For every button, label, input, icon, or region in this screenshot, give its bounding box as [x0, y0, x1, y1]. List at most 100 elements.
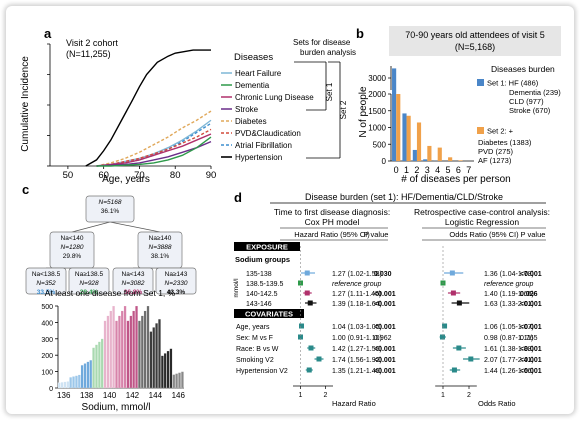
hr-p: <0.001 [374, 357, 396, 364]
exposure-label: EXPOSURE [246, 243, 288, 252]
x-tick-label: 60 [98, 170, 109, 181]
x-tick-label: 6 [456, 165, 461, 175]
tree-node [112, 267, 154, 295]
hist-bar [126, 320, 130, 389]
forest-axes: 1 2 1 2 [293, 246, 477, 399]
hist-bar [178, 372, 181, 389]
or-header: Odds Ratio (95% CI) [449, 230, 519, 239]
bar [412, 149, 417, 161]
hr-text: 1.27 (1.02-1.58) [332, 271, 382, 278]
hr-axis-label: Hazard Ratio [332, 399, 376, 408]
y-tick-label: 2000 [368, 90, 386, 99]
hist-bar [80, 365, 84, 389]
legend-set1-item: Dementia (239) [509, 88, 561, 97]
hist-bar [163, 353, 167, 389]
legend-label: Chronic Lung Disease [235, 93, 314, 102]
bar [392, 68, 397, 161]
hist-bar [63, 381, 67, 389]
exposure-header [234, 242, 300, 251]
or-text: 1.40 (1.19-1.66) [484, 291, 534, 298]
cohort-label: Visit 2 cohort [66, 38, 118, 48]
legend-set1-items: Dementia (239)CLD (977)Stroke (670) [509, 88, 561, 115]
bar [423, 159, 428, 161]
tree-node [85, 195, 135, 223]
hist-bar [89, 360, 93, 389]
set2-bracket-label: Set 2 [339, 100, 348, 119]
hist-bar [152, 327, 156, 389]
y-tick-label: 1500 [368, 107, 386, 116]
or-p: <0.001 [520, 301, 542, 308]
panel-label-b: b [356, 26, 364, 41]
hist-bar [72, 376, 75, 389]
or-text: 1.61 (1.38-1.88) [484, 346, 534, 353]
legend-set2-items: Diabetes (1383)PVD (275)AF (1273) [478, 138, 532, 165]
hr-point [307, 300, 313, 306]
hist-bar [132, 310, 136, 389]
tree-node-n: N=2330 [165, 280, 188, 287]
tree-node-pct: 43.3% [167, 289, 186, 296]
row-label: Race: B vs W [236, 346, 279, 353]
set1-bracket-label: Set 1 [325, 82, 334, 101]
hist-bar [77, 374, 81, 389]
x-tick-label: 136 [57, 391, 71, 400]
series-line-diabetes [96, 110, 212, 167]
panel-b-title-box [389, 26, 561, 56]
y-tick-label: 1000 [368, 124, 386, 133]
covariates-label: COVARIATES [245, 310, 293, 319]
tree-node-n: N=1280 [61, 244, 84, 251]
hr-p-header: P value [364, 230, 389, 239]
hr-point [308, 345, 314, 351]
bar [448, 157, 453, 161]
hist-bar [112, 305, 115, 389]
hist-bar [83, 363, 87, 389]
panel-b-xlabel: # of diseases per person [401, 174, 511, 185]
tree-edge [109, 221, 161, 233]
bar [427, 145, 432, 161]
tree-node-pct: 28.4% [80, 289, 99, 296]
hr-point [304, 270, 310, 276]
or-p: <0.001 [520, 346, 542, 353]
legend-set1-item: Stroke (670) [509, 106, 551, 115]
or-text: 1.63 (1.33-2.01) [484, 301, 534, 308]
series-line-chronic-lung-disease [96, 133, 212, 167]
hist-bar [123, 305, 127, 389]
hr-p: <0.001 [374, 291, 396, 298]
hist-bar [57, 382, 61, 389]
panel-b-title-1: 70-90 years old attendees of visit 5 [405, 30, 545, 40]
or-point [468, 356, 474, 362]
y-tick-label: 200 [41, 353, 53, 360]
hr-p: <0.001 [374, 368, 396, 375]
panel-a-ylabel: Cumulative Incidence [20, 56, 31, 152]
hr-text: 1.39 (1.18-1.64) [332, 301, 382, 308]
hr-p: 0.962 [374, 335, 392, 342]
or-text: reference group [484, 281, 534, 288]
or-p: <0.001 [520, 357, 542, 364]
bar [416, 122, 422, 161]
panel-b-ylabel: N of people [358, 86, 369, 138]
panel-c-bars [57, 305, 184, 389]
covariates-header [234, 309, 304, 318]
panel-label-c: c [22, 182, 29, 197]
hist-bar [149, 331, 153, 389]
hist-bar [86, 361, 90, 389]
sets-header-1: Sets for disease [293, 38, 351, 47]
x-tick-label: 142 [126, 391, 140, 400]
panel-label-d: d [234, 190, 242, 205]
y-tick-label: 500 [373, 140, 387, 149]
hist-bar [129, 315, 133, 389]
panel-b-title-2: (N=5,168) [455, 42, 495, 52]
bar [437, 147, 442, 161]
hist-bar [135, 305, 138, 389]
legend-label: Diabetes [235, 117, 267, 126]
x-tick-label: 144 [149, 391, 163, 400]
sodium-groups-label: Sodium groups [235, 255, 290, 264]
hist-bar [160, 355, 164, 389]
panel-a-lines [85, 49, 212, 167]
or-point [442, 323, 448, 329]
or-text: 2.07 (1.77-2.41) [484, 357, 534, 364]
tree-node-condition: Na≥140 [149, 235, 172, 242]
x-tick-label: 50 [63, 170, 74, 181]
tree-node [68, 267, 110, 295]
or-text: 1.44 (1.26-1.66) [484, 368, 534, 375]
row-label: Smoking V2 [236, 357, 274, 364]
